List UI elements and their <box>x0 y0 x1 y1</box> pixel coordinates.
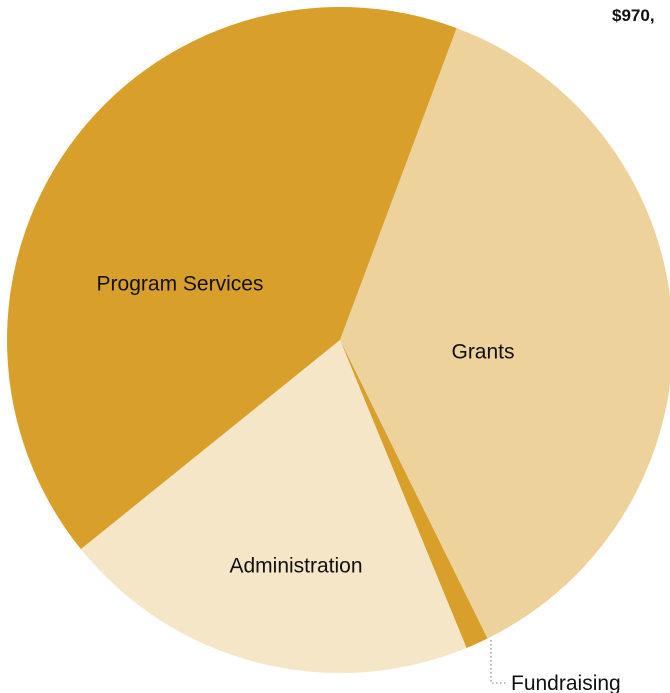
fundraising-leader-line <box>490 640 507 684</box>
slice-program-services <box>7 7 457 550</box>
slice-administration <box>80 340 467 673</box>
label-grants: Grants <box>451 341 514 364</box>
chart-title: $970, <box>612 6 655 25</box>
slice-fundraising <box>340 340 488 649</box>
pie-slices <box>7 7 670 673</box>
pie-labels: Grants Fundraising Administration Program S… <box>97 273 621 693</box>
slice-grants <box>340 28 670 639</box>
label-administration: Administration <box>229 555 362 578</box>
label-program-services: Program Services <box>97 273 264 296</box>
label-fundraising: Fundraising <box>511 672 621 693</box>
